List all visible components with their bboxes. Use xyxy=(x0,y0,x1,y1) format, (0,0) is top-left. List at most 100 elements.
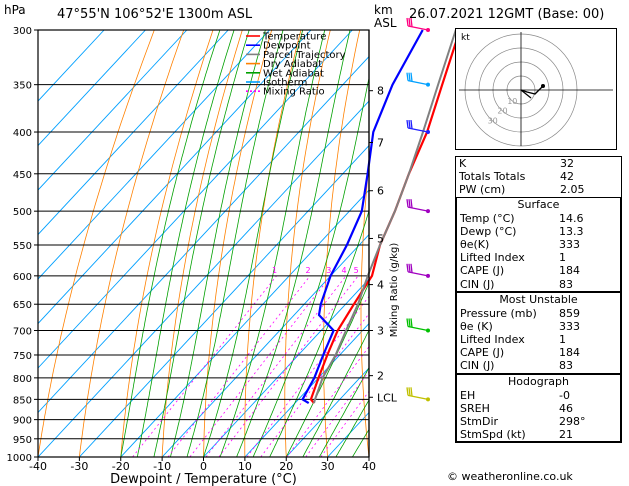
index-label: K xyxy=(459,157,467,170)
mixing-ratio-line xyxy=(218,275,359,457)
km-tick-label: 3 xyxy=(377,325,384,338)
index-label: Dewp (°C) xyxy=(460,224,517,238)
index-value: 13.3 xyxy=(559,224,584,238)
km-tick-label: 6 xyxy=(377,185,384,198)
hodograph-section: Hodograph EH -0 SREH 46 StmDir 298° StmSpd (kt… xyxy=(456,373,621,443)
mixing-ratio-label: 3 xyxy=(326,266,331,275)
km-tick-label: 7 xyxy=(377,137,384,150)
mixing-ratio-label: 4 xyxy=(342,266,347,275)
mixing-ratio-line xyxy=(260,312,369,457)
pressure-unit-label: hPa xyxy=(4,3,26,17)
index-row: CAPE (J) 184 xyxy=(457,346,620,359)
index-value: 42 xyxy=(560,170,574,184)
mixing-ratio-label: 2 xyxy=(306,266,311,275)
index-value: 1 xyxy=(559,333,566,347)
isotherm-line xyxy=(79,144,369,457)
km-label: km xyxy=(374,3,393,17)
pressure-tick-label: 950 xyxy=(13,435,32,446)
isotherm-line xyxy=(38,30,188,191)
index-row: Lifted Index 1 xyxy=(457,251,620,264)
legend-label: Parcel Trajectory xyxy=(263,50,346,61)
km-tick-label: 8 xyxy=(377,85,384,98)
most-unstable-section: Most Unstable Pressure (mb) 859 θe (K) 333 L… xyxy=(456,291,621,374)
most-unstable-title: Most Unstable xyxy=(499,292,578,306)
index-label: Lifted Index xyxy=(460,251,525,265)
pressure-tick-label: 650 xyxy=(13,300,32,311)
index-value: 83 xyxy=(559,359,573,373)
isotherm-line xyxy=(38,55,369,414)
index-label: CIN (J) xyxy=(460,359,495,373)
mixing-ratio-label: 1 xyxy=(272,266,277,275)
index-value: 184 xyxy=(559,346,580,360)
wind-barb xyxy=(406,387,430,402)
wind-barb xyxy=(406,318,430,333)
wind-barb xyxy=(406,199,430,214)
storm-motion-vector xyxy=(520,89,532,99)
legend-label: Mixing Ratio xyxy=(263,87,325,98)
asl-label: ASL xyxy=(374,16,397,30)
index-value: 2.05 xyxy=(560,183,585,197)
index-label: EH xyxy=(460,388,476,402)
index-value: -0 xyxy=(559,388,570,402)
index-label: Totals Totals xyxy=(459,170,526,184)
wet-adiabat-line xyxy=(335,399,369,457)
hodograph-title: Hodograph xyxy=(508,374,569,388)
index-label: StmSpd (kt) xyxy=(460,428,526,442)
legend-label: Dry Adiabat xyxy=(263,59,322,70)
mixing-ratio-line xyxy=(189,275,332,457)
pressure-tick-label: 900 xyxy=(13,416,32,427)
x-tick-label: -20 xyxy=(112,460,130,473)
indices-top-section: K 32 Totals Totals 42 PW (cm) 2.05 xyxy=(456,157,621,197)
km-tick-label: 4 xyxy=(377,279,384,292)
index-value: 14.6 xyxy=(559,211,584,225)
hodograph-trace xyxy=(520,85,544,95)
index-row: CIN (J) 83 xyxy=(457,359,620,372)
index-row: θe(K) 333 xyxy=(457,238,620,251)
index-label: SREH xyxy=(460,401,490,415)
x-tick-label: -30 xyxy=(70,460,88,473)
legend-label: Wet Adiabat xyxy=(263,68,324,79)
index-label: θe (K) xyxy=(460,319,493,333)
series-dewpoint-line xyxy=(301,29,424,405)
pressure-tick-label: 550 xyxy=(13,241,32,252)
x-tick-label: 30 xyxy=(321,460,335,473)
mixing-ratio-axis-label: Mixing Ratio (g/kg) xyxy=(389,243,400,338)
index-row: CAPE (J) 184 xyxy=(457,264,620,277)
mixing-ratio-label: 5 xyxy=(354,266,359,275)
x-tick-label: 40 xyxy=(362,460,376,473)
index-value: 46 xyxy=(559,401,573,415)
index-row: CIN (J) 83 xyxy=(457,278,620,291)
legend-label: Dewpoint xyxy=(263,41,311,52)
x-tick-label: -40 xyxy=(29,460,47,473)
index-label: Temp (°C) xyxy=(460,211,515,225)
pressure-tick-label: 600 xyxy=(13,272,32,283)
datetime-label: 26.07.2021 12GMT (Base: 00) xyxy=(409,7,605,22)
index-row: StmDir 298° xyxy=(457,415,620,428)
wind-barb xyxy=(406,72,430,87)
index-row: SREH 46 xyxy=(457,402,620,415)
x-tick-label: 10 xyxy=(238,460,252,473)
wind-barb xyxy=(406,119,430,135)
pressure-tick-label: 750 xyxy=(13,351,32,362)
index-value: 83 xyxy=(559,277,573,291)
km-tick-label: 5 xyxy=(377,232,384,245)
wet-adiabat-line xyxy=(302,329,369,457)
index-row: Lifted Index 1 xyxy=(457,333,620,346)
x-tick-label: 0 xyxy=(200,460,207,473)
mixing-ratio-label: 8 xyxy=(380,266,385,275)
mixing-ratio-line xyxy=(246,295,369,457)
mixing-ratio-line xyxy=(305,370,369,457)
series-parcel-trajectory-line xyxy=(313,29,457,404)
surface-title: Surface xyxy=(517,197,560,211)
km-tick-label: LCL xyxy=(377,391,398,404)
isotherm-line xyxy=(38,30,270,280)
index-row: Pressure (mb) 859 xyxy=(457,307,620,320)
isotherm-line xyxy=(38,30,229,236)
isotherm-line xyxy=(38,30,312,325)
isotherm-line xyxy=(161,233,369,457)
mixing-ratio-line xyxy=(167,275,311,457)
index-value: 184 xyxy=(559,264,580,278)
